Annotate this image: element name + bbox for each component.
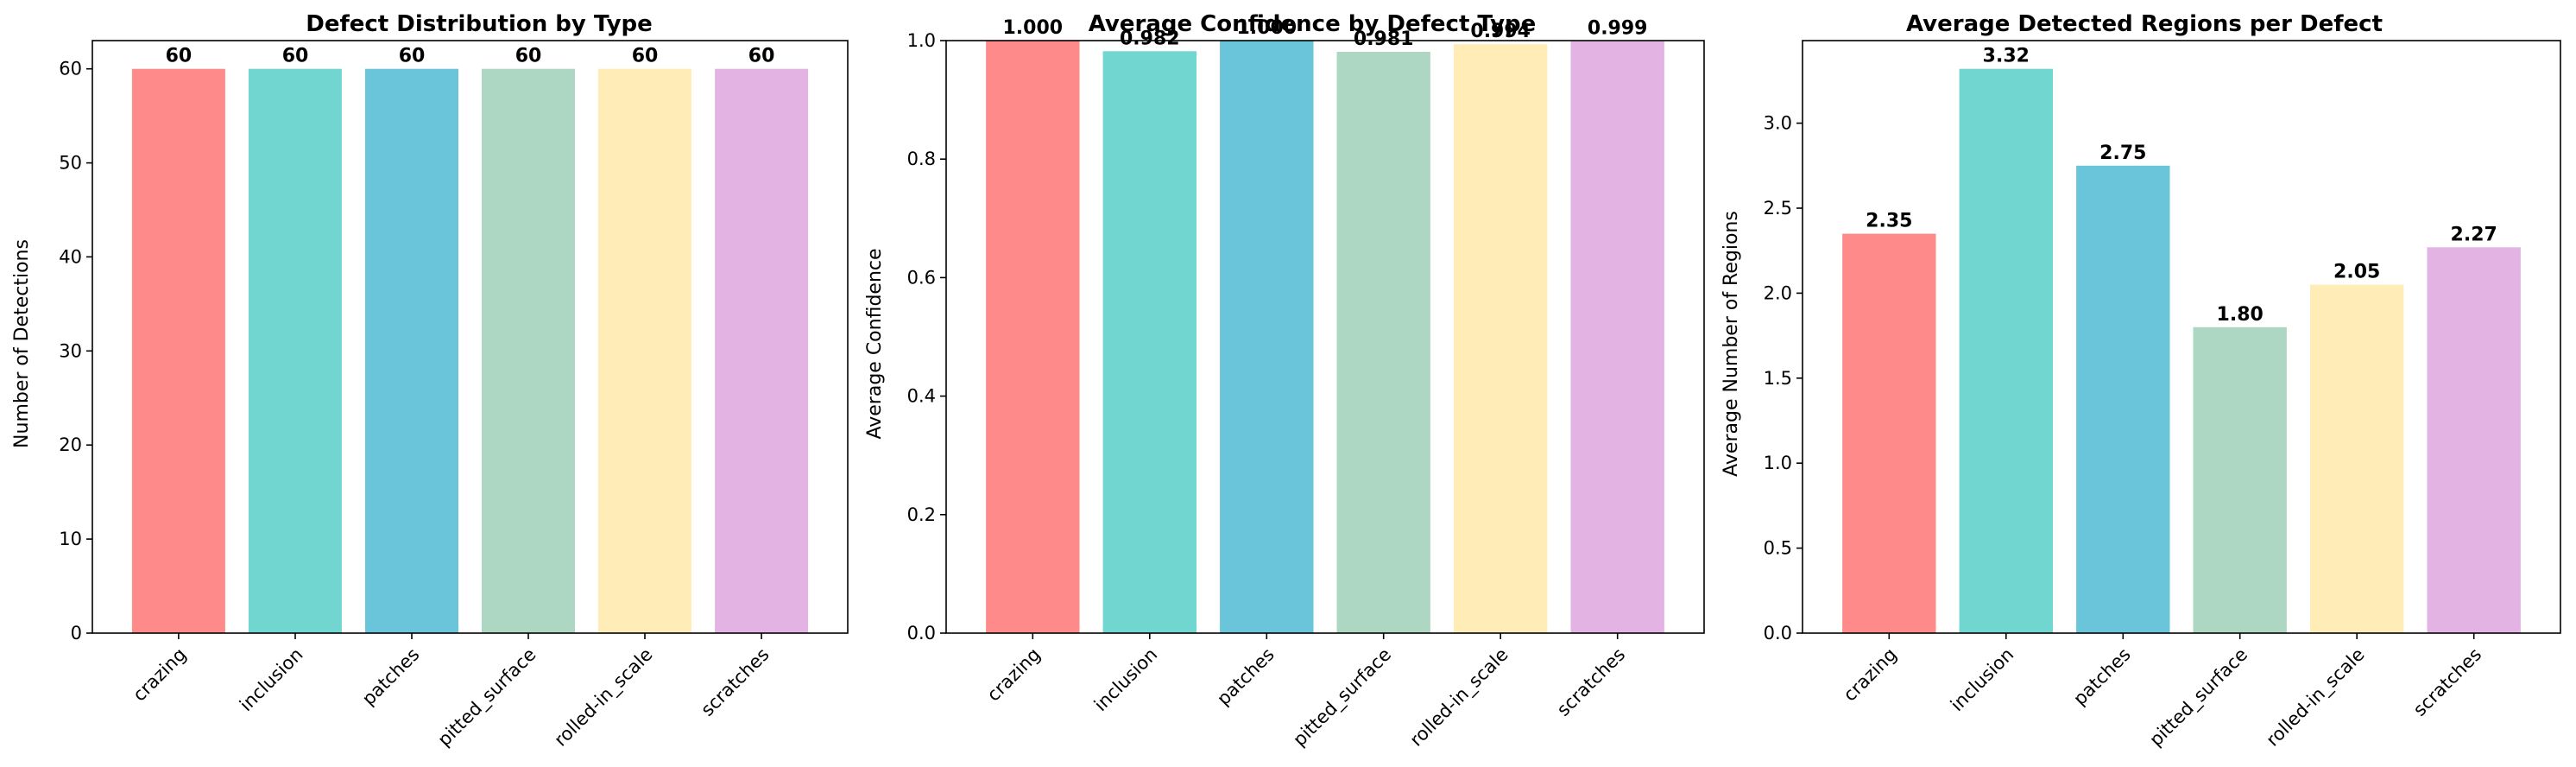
y-tick-label: 0.5 [1764, 538, 1792, 559]
bar-pitted_surface [1336, 52, 1430, 633]
data-label-crazing: 1.000 [1003, 17, 1064, 39]
bar-crazing [986, 41, 1080, 633]
x-tick-label-patches: patches [2069, 644, 2135, 710]
bar-pitted_surface [482, 68, 575, 633]
data-label-pitted_surface: 1.80 [2217, 304, 2263, 326]
x-tick-label-patches: patches [358, 644, 424, 710]
y-axis-label: Average Number of Regions [1720, 211, 1742, 477]
x-tick-label-rolled-in_scale: rolled-in_scale [550, 644, 657, 751]
x-tick-label-inclusion: inclusion [236, 644, 307, 716]
data-label-crazing: 60 [166, 46, 193, 67]
bar-pitted_surface [2193, 326, 2287, 633]
bar-crazing [1842, 233, 1936, 633]
y-tick-label: 40 [59, 246, 82, 267]
y-tick-label: 0 [71, 623, 82, 643]
x-tick-label-pitted_surface: pitted_surface [2145, 644, 2252, 751]
y-tick-label: 1.0 [907, 30, 936, 51]
bar-rolled-in_scale [1454, 44, 1548, 634]
y-tick-label: 30 [59, 340, 82, 361]
bar-patches [1220, 41, 1314, 633]
data-label-rolled-in_scale: 60 [632, 46, 659, 67]
data-label-patches: 60 [399, 46, 426, 67]
data-label-pitted_surface: 60 [515, 46, 542, 67]
x-tick-label-pitted_surface: pitted_surface [433, 644, 540, 751]
y-tick-label: 60 [59, 59, 82, 79]
data-label-scratches: 60 [748, 46, 775, 67]
x-tick-label-rolled-in_scale: rolled-in_scale [2263, 644, 2370, 751]
y-tick-label: 0.2 [907, 504, 936, 525]
x-tick-label-inclusion: inclusion [1090, 644, 1162, 716]
y-tick-label: 0.4 [907, 386, 936, 407]
chart-panel-average-confidence: Average Confidence 1.000 crazing 0.982 incl… [864, 11, 1705, 751]
chart-panel-defect-distribution: Number of Detections 60 crazing 60 inclusio… [11, 11, 849, 751]
y-tick-label: 20 [59, 434, 82, 455]
y-tick-label: 3.0 [1764, 113, 1792, 134]
x-tick-label-crazing: crazing [983, 644, 1045, 706]
data-label-patches: 2.75 [2099, 143, 2146, 164]
chart-panel-average-regions: Average Number of Regions 2.35 crazing 3.3… [1720, 11, 2561, 751]
y-tick-label: 2.5 [1764, 198, 1792, 219]
bar-rolled-in_scale [598, 68, 691, 633]
bar-scratches [715, 68, 809, 633]
axes-frame [1802, 40, 2561, 634]
y-tick-label: 0.8 [907, 149, 936, 169]
bar-inclusion [248, 68, 342, 633]
chart-title: Average Confidence by Defect Type [1089, 11, 1537, 37]
data-label-scratches: 0.999 [1588, 18, 1648, 40]
data-label-inclusion: 3.32 [1983, 46, 2030, 67]
x-tick-label-inclusion: inclusion [1947, 644, 2018, 716]
bar-patches [2076, 165, 2170, 634]
y-axis-label: Average Confidence [864, 248, 886, 439]
x-tick-label-rolled-in_scale: rolled-in_scale [1406, 644, 1513, 751]
y-tick-label: 0.6 [907, 267, 936, 288]
bar-scratches [1570, 41, 1664, 633]
data-label-rolled-in_scale: 0.994 [1470, 21, 1531, 42]
bar-rolled-in_scale [2310, 284, 2404, 633]
data-label-inclusion: 60 [282, 46, 309, 67]
x-tick-label-crazing: crazing [1840, 644, 1901, 706]
bar-inclusion [1959, 68, 2053, 633]
x-tick-label-scratches: scratches [2409, 644, 2485, 720]
chart-title: Average Detected Regions per Defect [1906, 11, 2383, 37]
data-label-crazing: 2.35 [1866, 211, 1912, 232]
data-label-pitted_surface: 0.981 [1354, 29, 1414, 50]
y-tick-label: 1.5 [1764, 368, 1792, 389]
data-label-inclusion: 0.982 [1120, 28, 1180, 49]
y-tick-label: 0.0 [907, 623, 936, 643]
y-tick-label: 1.0 [1764, 453, 1792, 473]
data-label-patches: 1.000 [1237, 17, 1297, 39]
bar-inclusion [1102, 51, 1196, 634]
bar-patches [365, 68, 458, 633]
chart-title: Defect Distribution by Type [306, 11, 653, 37]
x-tick-label-pitted_surface: pitted_surface [1289, 644, 1396, 751]
bar-crazing [131, 68, 225, 633]
y-tick-label: 2.0 [1764, 282, 1792, 303]
axes-frame [945, 40, 1705, 634]
x-tick-label-scratches: scratches [697, 644, 773, 720]
y-tick-label: 50 [59, 153, 82, 174]
y-axis-label: Number of Detections [11, 239, 33, 448]
data-label-scratches: 2.27 [2451, 224, 2497, 245]
x-tick-label-scratches: scratches [1553, 644, 1629, 720]
x-tick-label-patches: patches [1213, 644, 1279, 710]
bar-scratches [2427, 247, 2521, 633]
y-tick-label: 0.0 [1764, 623, 1792, 643]
x-tick-label-crazing: crazing [129, 644, 190, 706]
data-label-rolled-in_scale: 2.05 [2333, 262, 2380, 283]
axes-frame [92, 40, 849, 634]
y-tick-label: 10 [59, 529, 82, 549]
